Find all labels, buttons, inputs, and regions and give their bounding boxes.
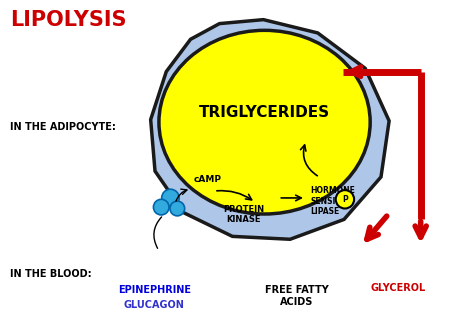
Text: GLUCAGON: GLUCAGON <box>124 300 185 310</box>
Text: EPINEPHRINE: EPINEPHRINE <box>118 285 191 295</box>
Text: HORMONE
SENSITIVE
LIPASE: HORMONE SENSITIVE LIPASE <box>310 186 356 216</box>
Circle shape <box>162 189 179 207</box>
Text: FREE FATTY
ACIDS: FREE FATTY ACIDS <box>265 285 328 307</box>
Text: GLYCEROL: GLYCEROL <box>370 283 425 293</box>
Polygon shape <box>151 20 389 239</box>
Text: IN THE ADIPOCYTE:: IN THE ADIPOCYTE: <box>9 122 116 132</box>
Circle shape <box>336 190 354 209</box>
Circle shape <box>170 201 185 216</box>
Text: P: P <box>342 195 348 204</box>
Text: IN THE BLOOD:: IN THE BLOOD: <box>9 269 91 279</box>
Ellipse shape <box>159 30 370 214</box>
Text: LIPOLYSIS: LIPOLYSIS <box>9 10 126 30</box>
Text: TRIGLYCERIDES: TRIGLYCERIDES <box>199 106 330 120</box>
Text: PROTEIN
KINASE: PROTEIN KINASE <box>223 205 264 224</box>
Text: cAMP: cAMP <box>193 175 221 184</box>
Circle shape <box>154 199 169 215</box>
